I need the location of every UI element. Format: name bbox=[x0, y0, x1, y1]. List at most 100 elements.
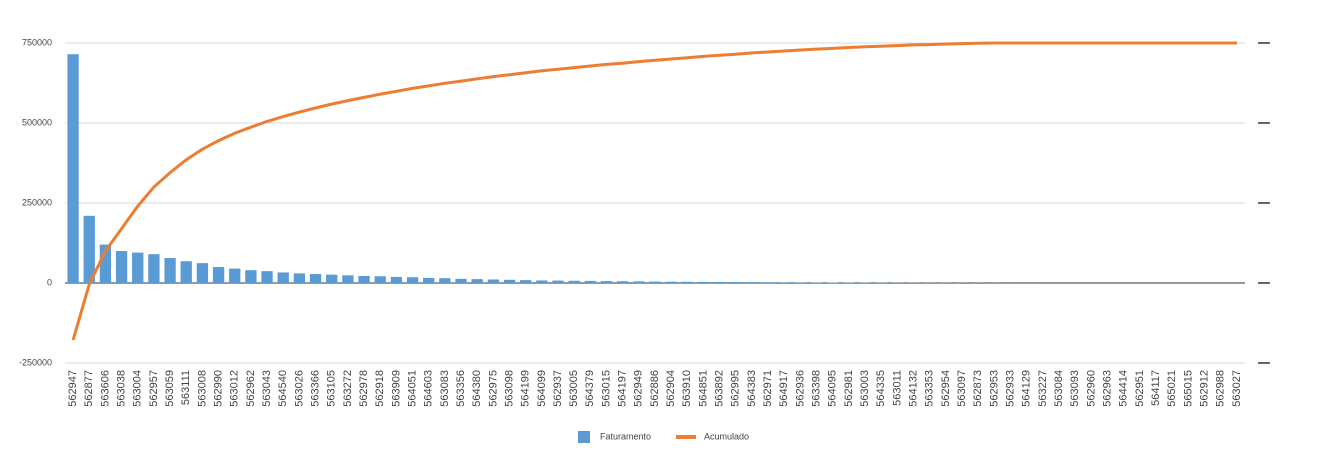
x-tick-label: 565015 bbox=[1182, 370, 1194, 407]
legend-swatch bbox=[578, 431, 590, 443]
x-tick-label: 564383 bbox=[746, 370, 758, 407]
y-tick-label: 0 bbox=[47, 277, 52, 287]
x-tick-label: 563005 bbox=[568, 370, 580, 407]
x-tick-label: 563012 bbox=[229, 370, 241, 407]
x-tick-label: 562953 bbox=[988, 370, 1000, 407]
bar bbox=[536, 280, 548, 283]
bar bbox=[423, 277, 435, 283]
x-tick-label: 562960 bbox=[1085, 370, 1097, 407]
bar bbox=[778, 282, 790, 283]
x-tick-label: 562962 bbox=[245, 370, 257, 407]
bar bbox=[487, 279, 500, 283]
x-tick-label: 563093 bbox=[1069, 370, 1081, 407]
x-tick-label: 564099 bbox=[536, 370, 548, 407]
line bbox=[71, 41, 1237, 341]
x-tick-label: 563027 bbox=[1231, 370, 1243, 407]
bar bbox=[261, 271, 273, 283]
x-tick-label: 562949 bbox=[633, 370, 645, 407]
bar bbox=[180, 261, 192, 283]
x-tick-label: 562933 bbox=[1005, 370, 1017, 407]
bar bbox=[229, 268, 241, 283]
bar bbox=[309, 274, 322, 283]
bar bbox=[552, 280, 564, 283]
bar bbox=[503, 279, 516, 283]
legend-label: Faturamento bbox=[600, 431, 651, 441]
bar bbox=[617, 281, 629, 283]
bar bbox=[827, 282, 839, 283]
bar bbox=[132, 252, 144, 283]
x-tick-label: 563004 bbox=[132, 370, 144, 407]
x-tick-label: 564199 bbox=[520, 370, 532, 407]
bar bbox=[293, 273, 306, 283]
y-tick-label: 250000 bbox=[22, 197, 52, 207]
x-tick-label: 563892 bbox=[714, 370, 726, 407]
bar bbox=[326, 274, 338, 283]
x-tick-label: 562873 bbox=[972, 370, 984, 407]
x-tick-label: 564129 bbox=[1021, 370, 1033, 407]
x-tick-label: 562971 bbox=[762, 370, 774, 407]
x-tick-label: 563272 bbox=[342, 370, 354, 407]
bar bbox=[730, 282, 742, 283]
x-tick-label: 562877 bbox=[83, 370, 95, 407]
x-tick-label: 562918 bbox=[374, 370, 386, 407]
bar bbox=[83, 215, 95, 283]
x-tick-label: 562954 bbox=[940, 370, 952, 407]
bar bbox=[665, 281, 677, 283]
bar bbox=[633, 281, 645, 283]
bar bbox=[390, 276, 403, 283]
bar bbox=[212, 267, 225, 283]
bar bbox=[471, 279, 483, 283]
x-tick-label: 563097 bbox=[956, 370, 968, 407]
bar bbox=[762, 282, 774, 283]
x-tick-label: 562904 bbox=[665, 370, 677, 407]
bar bbox=[245, 270, 257, 283]
x-tick-label: 563059 bbox=[164, 370, 176, 407]
x-tick-label: 563008 bbox=[196, 370, 208, 407]
x-tick-label: 563026 bbox=[293, 370, 305, 407]
x-tick-label: 562886 bbox=[649, 370, 661, 407]
bar bbox=[455, 278, 467, 283]
x-tick-label: 562951 bbox=[1134, 370, 1146, 407]
x-tick-label: 562936 bbox=[794, 370, 806, 407]
x-tick-label: 563105 bbox=[326, 370, 338, 407]
x-tick-label: 564917 bbox=[778, 370, 790, 407]
x-tick-label: 562990 bbox=[212, 370, 224, 407]
bar bbox=[439, 278, 451, 283]
y-tick-label: -250000 bbox=[19, 357, 52, 367]
x-tick-label: 563910 bbox=[681, 370, 693, 407]
x-tick-label: 563111 bbox=[180, 370, 192, 405]
x-tick-label: 562963 bbox=[1102, 370, 1114, 407]
bar bbox=[649, 281, 661, 283]
x-tick-label: 564095 bbox=[827, 370, 839, 407]
x-tick-label: 564603 bbox=[423, 370, 435, 407]
x-tick-label: 562975 bbox=[487, 370, 499, 407]
x-tick-label: 562995 bbox=[730, 370, 742, 407]
bar bbox=[277, 272, 289, 283]
bar bbox=[568, 280, 580, 283]
x-tick-label: 563043 bbox=[261, 370, 273, 407]
x-tick-label: 564197 bbox=[617, 370, 629, 407]
bar bbox=[358, 275, 370, 283]
x-tick-label: 564051 bbox=[406, 370, 418, 407]
bar bbox=[810, 282, 823, 283]
bar bbox=[342, 275, 354, 283]
y-tick-label: 500000 bbox=[22, 117, 52, 127]
y-tick-label: 750000 bbox=[22, 37, 52, 47]
x-tick-label: 562988 bbox=[1215, 370, 1227, 407]
x-tick-label: 563038 bbox=[115, 370, 127, 407]
bar bbox=[520, 280, 532, 283]
x-tick-label: 563366 bbox=[309, 370, 321, 407]
x-tick-label: 562978 bbox=[358, 370, 370, 407]
bar bbox=[148, 254, 160, 283]
x-tick-label: 563011 bbox=[891, 370, 903, 406]
x-tick-label: 564117 bbox=[1150, 370, 1162, 406]
x-tick-label: 564851 bbox=[697, 370, 709, 407]
x-tick-label: 562981 bbox=[843, 370, 855, 407]
bar bbox=[99, 244, 112, 283]
x-tick-label: 564380 bbox=[471, 370, 483, 407]
x-tick-label: 563606 bbox=[99, 370, 111, 407]
bar bbox=[746, 282, 758, 283]
x-tick-label: 562912 bbox=[1198, 370, 1210, 407]
